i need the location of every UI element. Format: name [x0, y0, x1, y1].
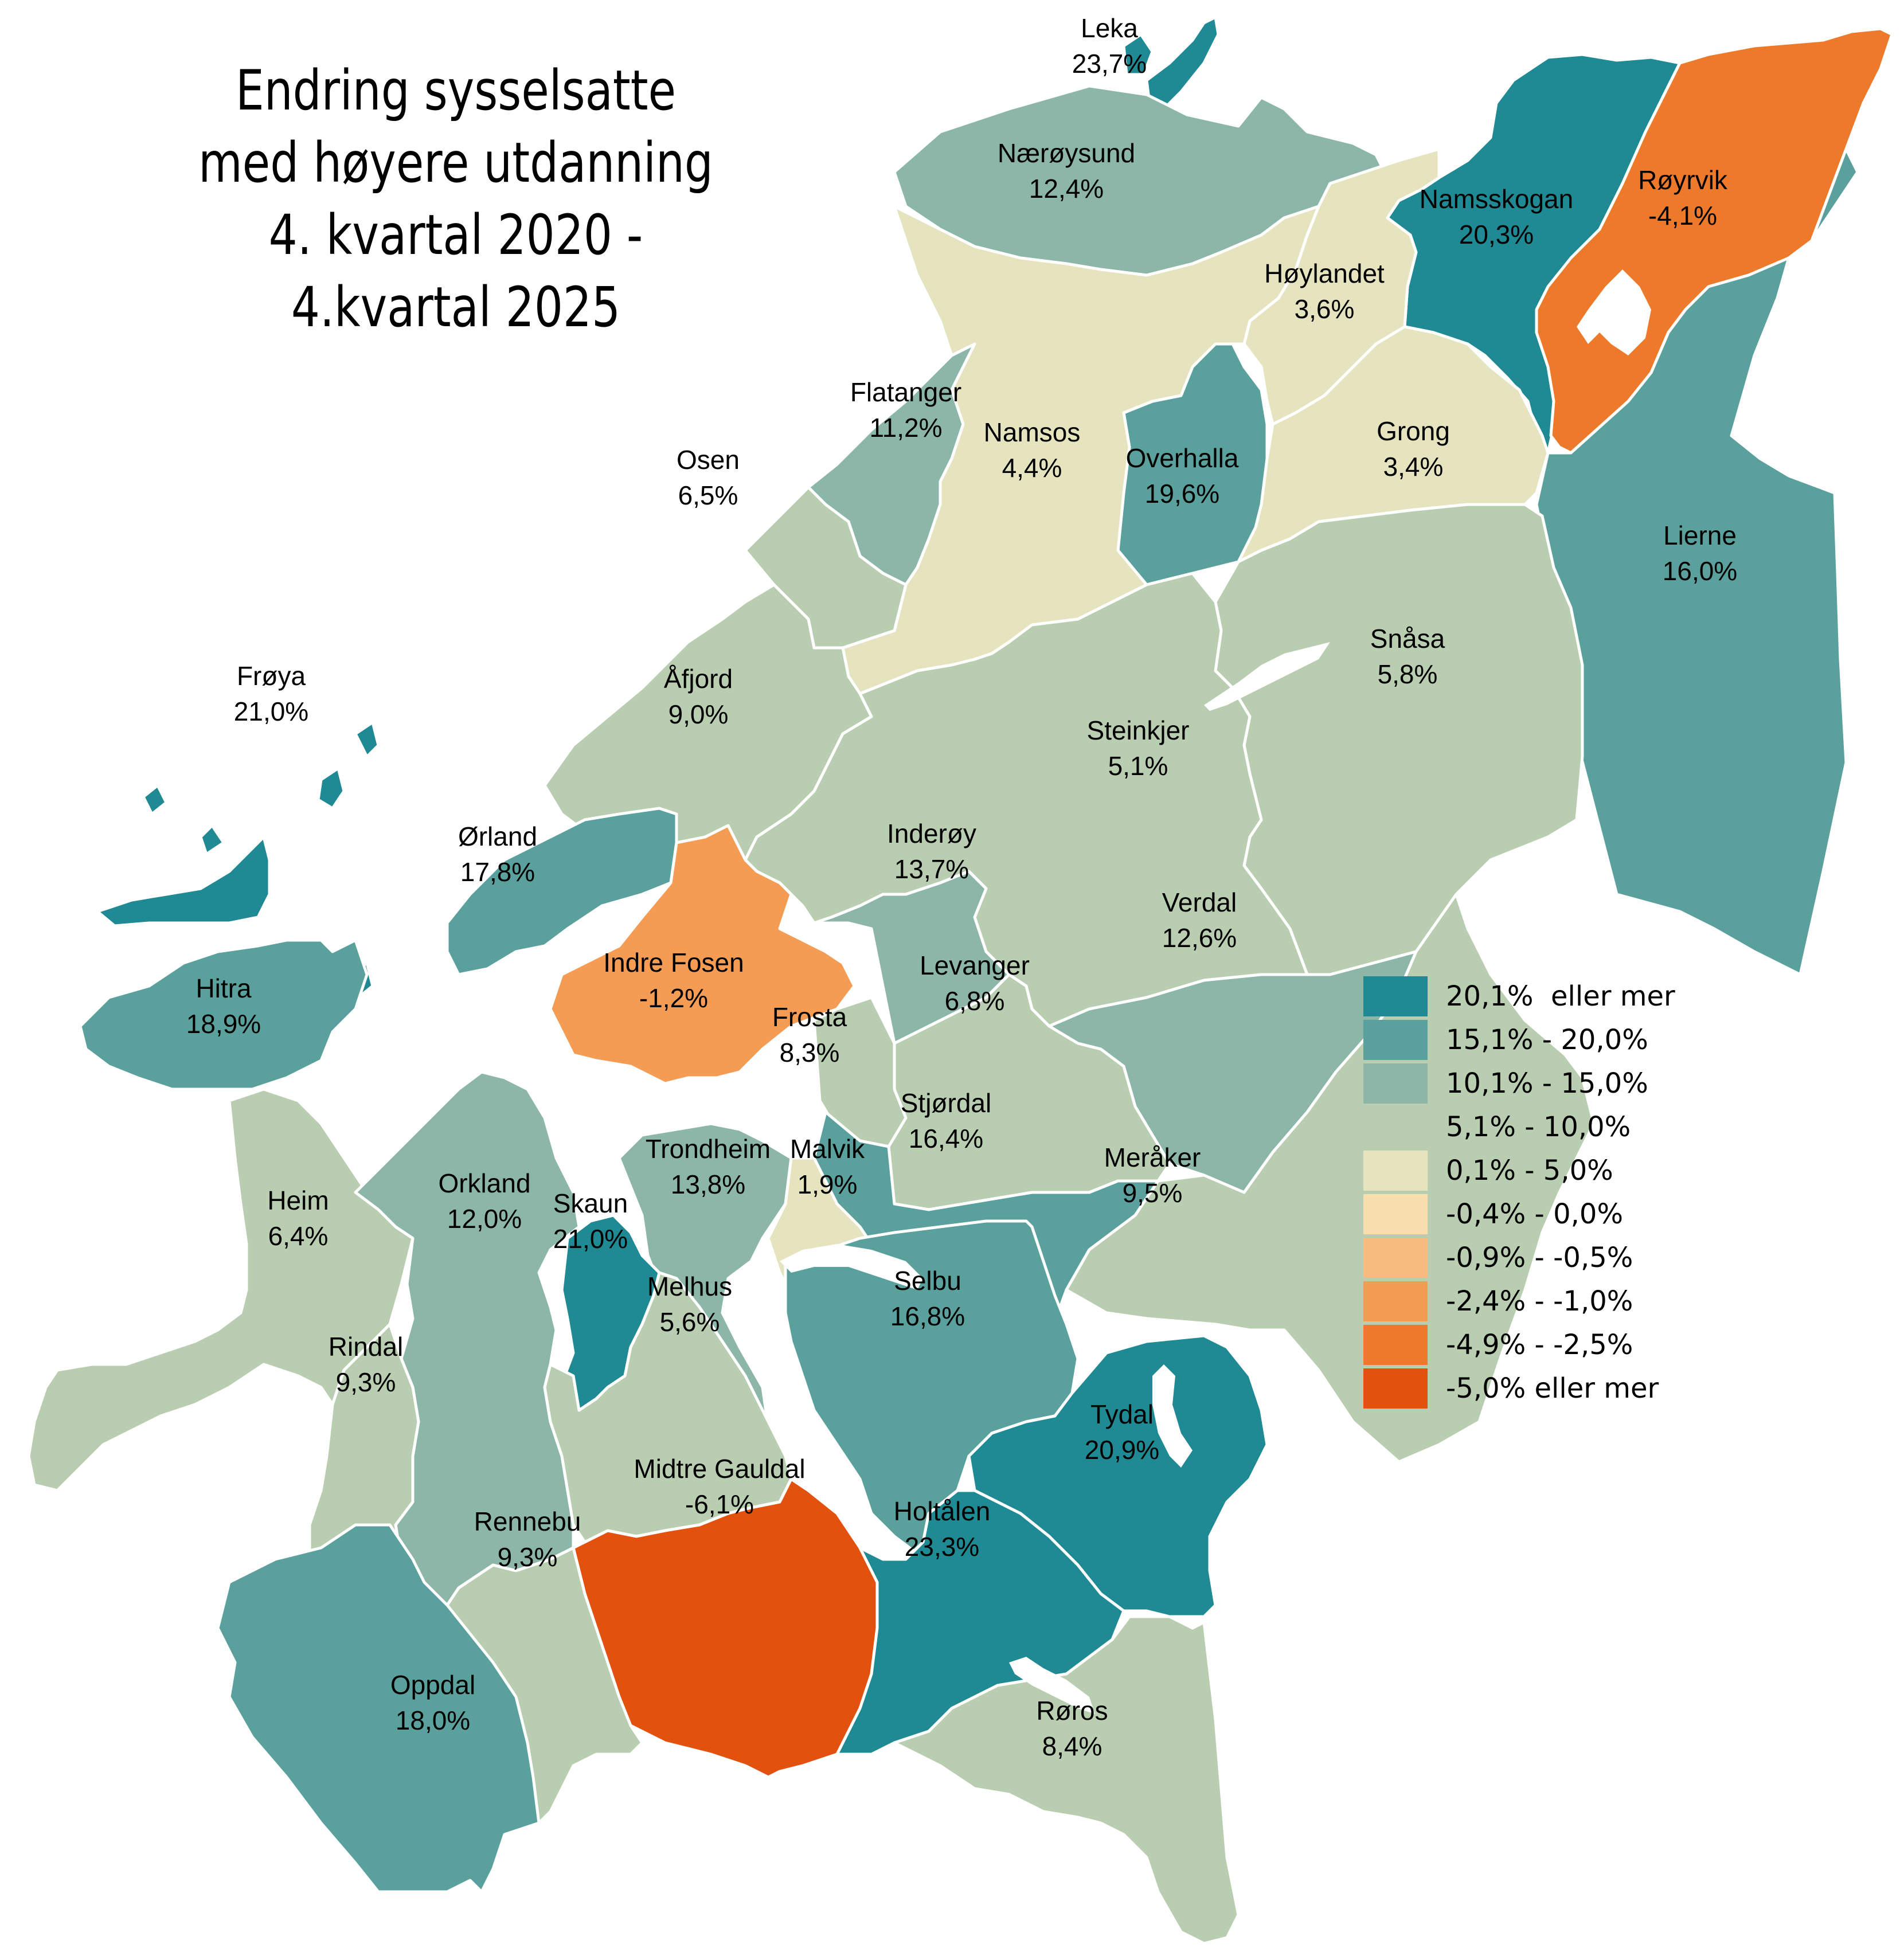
legend-swatch: [1363, 1151, 1428, 1191]
title-line-4: 4.kvartal 2025: [291, 275, 621, 339]
legend-label: 15,1% - 20,0%: [1446, 1024, 1648, 1056]
legend-swatch: [1363, 976, 1428, 1016]
region-froya[interactable]: [96, 721, 380, 999]
region-indre-fosen[interactable]: [549, 824, 856, 1085]
label-naroysund: Nærøysund 12,4%: [998, 138, 1135, 204]
label-midtre-gauldal: Midtre Gauldal -6,1%: [634, 1454, 805, 1519]
legend-swatch: [1363, 1281, 1428, 1321]
label-lierne: Lierne 16,0%: [1663, 521, 1737, 586]
region-hitra[interactable]: [79, 938, 369, 1091]
label-namsos: Namsos 4,4%: [984, 417, 1081, 483]
title-line-2: med høyere utdanning: [198, 131, 713, 195]
legend-label: -2,4% - -1,0%: [1446, 1285, 1633, 1317]
legend-swatch: [1363, 1238, 1428, 1278]
legend-item: 10,1% - 15,0%: [1363, 1062, 1675, 1105]
label-levanger: Levanger 6,8%: [920, 950, 1030, 1016]
label-leka: Leka 23,7%: [1072, 13, 1147, 79]
label-oppdal: Oppdal 18,0%: [390, 1670, 475, 1735]
label-holtalen: Holtålen 23,3%: [894, 1496, 991, 1562]
map-title: Endring sysselsatte med høyere utdanning…: [186, 54, 726, 343]
lake-roros: [1009, 1657, 1095, 1714]
label-snasa: Snåsa 5,8%: [1370, 624, 1445, 689]
legend-item: 20,1% eller mer: [1363, 975, 1675, 1018]
legend-swatch: [1363, 1325, 1428, 1365]
legend-item: -2,4% - -1,0%: [1363, 1280, 1675, 1323]
legend-item: 0,1% - 5,0%: [1363, 1149, 1675, 1192]
legend-item: -0,4% - 0,0%: [1363, 1192, 1675, 1236]
title-line-3: 4. kvartal 2020 -: [268, 203, 643, 267]
label-namsskogan: Namsskogan 20,3%: [1420, 184, 1573, 249]
label-roros: Røros 8,4%: [1036, 1696, 1108, 1761]
label-malvik: Malvik 1,9%: [790, 1134, 865, 1199]
legend-swatch: [1363, 1063, 1428, 1104]
labels: Leka 23,7% Nærøysund 12,4% Namsskogan 20,3%…: [186, 13, 1737, 1761]
legend-label: -5,0% eller mer: [1446, 1372, 1659, 1405]
region-orland[interactable]: [445, 807, 678, 976]
legend-item: -4,9% - -2,5%: [1363, 1323, 1675, 1367]
label-steinkjer: Steinkjer 5,1%: [1087, 715, 1190, 781]
label-inderoy: Inderøy 13,7%: [887, 819, 976, 884]
legend-label: 20,1% eller mer: [1446, 980, 1675, 1012]
legend-label: 0,1% - 5,0%: [1446, 1155, 1613, 1187]
label-orkland: Orkland 12,0%: [438, 1168, 530, 1234]
label-grong: Grong 3,4%: [1377, 416, 1450, 482]
lake-snasavatnet: [1204, 642, 1330, 711]
label-flatanger: Flatanger 11,2%: [850, 377, 961, 443]
label-rindal: Rindal 9,3%: [329, 1332, 403, 1397]
label-indre-fosen: Indre Fosen -1,2%: [603, 948, 744, 1013]
title-line-1: Endring sysselsatte: [235, 58, 677, 123]
label-frosta: Frosta 8,3%: [772, 1002, 847, 1067]
lake-royrvik: [1577, 269, 1651, 355]
label-afjord: Åfjord 9,0%: [664, 664, 733, 729]
label-osen: Osen 6,5%: [677, 445, 740, 510]
region-leka-island[interactable]: [1122, 33, 1154, 76]
label-heim: Heim 6,4%: [267, 1186, 329, 1251]
legend-label: -4,9% - -2,5%: [1446, 1329, 1633, 1361]
legend-item: 15,1% - 20,0%: [1363, 1018, 1675, 1062]
region-meraker[interactable]: [1065, 893, 1596, 1464]
label-trondheim: Trondheim 13,8%: [646, 1134, 771, 1199]
legend-swatch: [1363, 1194, 1428, 1234]
legend-swatch: [1363, 1368, 1428, 1409]
label-hitra: Hitra 18,9%: [186, 973, 261, 1039]
label-tydal: Tydal 20,9%: [1085, 1399, 1159, 1465]
label-overhalla: Overhalla 19,6%: [1126, 443, 1239, 508]
label-rennebu: Rennebu 9,3%: [474, 1507, 581, 1572]
region-leka[interactable]: [1145, 15, 1220, 111]
legend-item: 5,1% - 10,0%: [1363, 1105, 1675, 1149]
label-skaun: Skaun 21,0%: [553, 1188, 628, 1254]
label-froya: Frøya 21,0%: [234, 661, 308, 726]
label-verdal: Verdal 12,6%: [1162, 887, 1237, 953]
lake-tydal: [1152, 1364, 1193, 1468]
label-royrvik: Røyrvik -4,1%: [1638, 165, 1728, 230]
legend-label: 5,1% - 10,0%: [1446, 1111, 1631, 1143]
label-selbu: Selbu 16,8%: [890, 1266, 965, 1331]
legend-item: -5,0% eller mer: [1363, 1367, 1675, 1410]
legend-label: 10,1% - 15,0%: [1446, 1067, 1648, 1100]
label-meraker: Meråker 9,5%: [1104, 1143, 1201, 1208]
label-melhus: Melhus 5,6%: [647, 1272, 732, 1337]
label-stjordal: Stjørdal 16,4%: [901, 1088, 991, 1153]
legend-label: -0,9% - -0,5%: [1446, 1242, 1633, 1274]
legend: 20,1% eller mer 15,1% - 20,0% 10,1% - 15…: [1363, 975, 1675, 1410]
legend-swatch: [1363, 1107, 1428, 1147]
label-hoylandet: Høylandet 3,6%: [1264, 259, 1385, 324]
region-oppdal[interactable]: [216, 1523, 541, 1894]
legend-item: -0,9% - -0,5%: [1363, 1236, 1675, 1280]
legend-label: -0,4% - 0,0%: [1446, 1198, 1624, 1230]
label-orland: Ørland 17,8%: [458, 821, 537, 887]
legend-swatch: [1363, 1020, 1428, 1060]
lake-selbusjoen: [780, 1244, 923, 1290]
